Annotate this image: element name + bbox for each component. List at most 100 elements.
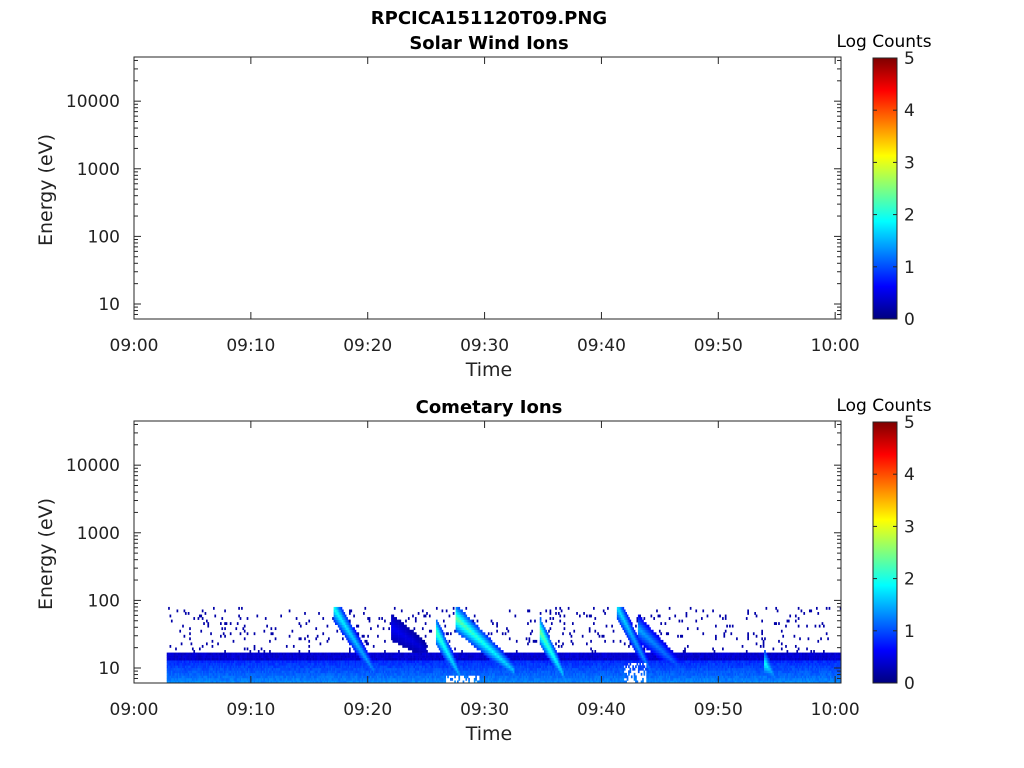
spectrogram-cell — [403, 660, 406, 664]
spectrogram-cell — [580, 657, 583, 661]
spectrogram-cell — [520, 660, 522, 664]
spectrogram-cell — [564, 677, 567, 681]
spectrogram-cell — [320, 662, 323, 666]
spectrogram-cell — [170, 672, 173, 676]
spectrogram-cell — [384, 677, 386, 681]
spectrogram-cell — [234, 680, 236, 684]
spectrogram-cell — [593, 662, 595, 666]
spectrogram-cell — [485, 634, 487, 638]
spectrogram-cell — [214, 672, 217, 676]
spectrogram-cell — [496, 662, 498, 666]
spectrogram-cell — [207, 622, 210, 625]
spectrogram-cell — [506, 672, 508, 676]
spectrogram-cell — [356, 624, 358, 628]
spectrogram-cell — [469, 662, 472, 666]
spectrogram-cell — [552, 652, 555, 656]
spectrogram-cell — [368, 670, 371, 674]
spectrogram-cell — [248, 670, 250, 674]
spectrogram-cell — [597, 632, 599, 636]
spectrogram-cell — [292, 652, 295, 656]
spectrogram-cell — [576, 670, 578, 674]
spectrogram-cell — [203, 660, 205, 664]
spectrogram-cell — [449, 667, 452, 671]
spectrogram-cell — [257, 680, 260, 684]
spectrogram-cell — [424, 634, 427, 638]
spectrogram-cell — [220, 672, 222, 676]
spectrogram-cell — [468, 637, 470, 641]
spectrogram-cell — [465, 672, 468, 676]
spectrogram-cell — [294, 667, 297, 671]
spectrogram-cell — [406, 677, 409, 681]
spectrogram-cell — [574, 667, 577, 671]
spectrogram-cell — [337, 622, 340, 625]
spectrogram-cell — [389, 667, 392, 671]
spectrogram-cell — [210, 672, 212, 676]
spectrogram-cell — [333, 612, 336, 615]
spectrogram-cell — [356, 637, 358, 641]
spectrogram-cell — [256, 614, 259, 618]
spectrogram-cell — [442, 652, 445, 656]
spectrogram-cell — [284, 665, 287, 669]
spectrogram-cell — [434, 670, 437, 674]
spectrogram-cell — [248, 660, 250, 664]
spectrogram-cell — [468, 622, 470, 625]
spectrogram-cell — [435, 680, 438, 684]
spectrogram-cell — [414, 619, 417, 623]
spectrogram-cell — [169, 680, 172, 684]
spectrogram-cell — [536, 665, 539, 669]
spectrogram-cell — [361, 670, 364, 674]
spectrogram-cell — [187, 665, 190, 669]
spectrogram-cell — [393, 624, 396, 628]
spectrogram-cell — [346, 637, 348, 641]
spectrogram-cell — [365, 652, 368, 656]
spectrogram-cell — [248, 665, 250, 669]
spectrogram-cell — [173, 680, 176, 684]
spectrogram-cell — [454, 667, 456, 671]
spectrogram-cell — [430, 657, 433, 661]
spectrogram-cell — [562, 642, 564, 646]
spectrogram-cell — [379, 677, 382, 681]
spectrogram-cell — [364, 680, 367, 684]
spectrogram-cell — [480, 657, 483, 661]
spectrogram-cell — [396, 662, 399, 666]
spectrogram-cell — [486, 637, 489, 641]
spectrogram-cell — [236, 665, 239, 669]
spectrogram-cell — [333, 665, 336, 669]
spectrogram-cell — [437, 652, 440, 656]
spectrogram-cell — [372, 677, 375, 681]
spectrogram-cell — [349, 677, 351, 681]
spectrogram-cell — [492, 655, 494, 658]
spectrogram-cell — [365, 670, 368, 674]
spectrogram-cell — [520, 655, 522, 658]
spectrogram-cell — [478, 642, 480, 646]
spectrogram-cell — [221, 667, 224, 671]
spectrogram-cell — [357, 644, 360, 648]
spectrogram-cell — [264, 667, 267, 671]
spectrogram-cell — [168, 670, 170, 674]
spectrogram-cell — [493, 672, 496, 676]
spectrogram-cell — [287, 657, 290, 661]
spectrogram-cell — [320, 655, 323, 658]
spectrogram-cell — [407, 642, 410, 646]
spectrogram-cell — [217, 675, 219, 679]
spectrogram-cell — [525, 652, 528, 656]
spectrogram-cell — [539, 672, 542, 676]
spectrogram-cell — [384, 665, 386, 669]
spectrogram-cell — [215, 662, 218, 666]
spectrogram-cell — [398, 634, 400, 638]
spectrogram-cell — [353, 670, 355, 674]
spectrogram-cell — [522, 672, 525, 676]
spectrogram-cell — [581, 655, 584, 658]
spectrogram-cell — [486, 667, 489, 671]
spectrogram-cell — [584, 660, 587, 664]
spectrogram-cell — [541, 662, 543, 666]
spectrogram-cell — [492, 667, 494, 671]
spectrogram-cell — [455, 619, 458, 623]
spectrogram-cell — [407, 672, 410, 676]
spectrogram-cell — [405, 662, 407, 666]
spectrogram-cell — [218, 655, 221, 658]
spectrogram-cell — [378, 680, 381, 684]
spectrogram-cell — [333, 619, 336, 623]
spectrogram-cell — [604, 660, 606, 664]
spectrogram-cell — [221, 660, 224, 664]
